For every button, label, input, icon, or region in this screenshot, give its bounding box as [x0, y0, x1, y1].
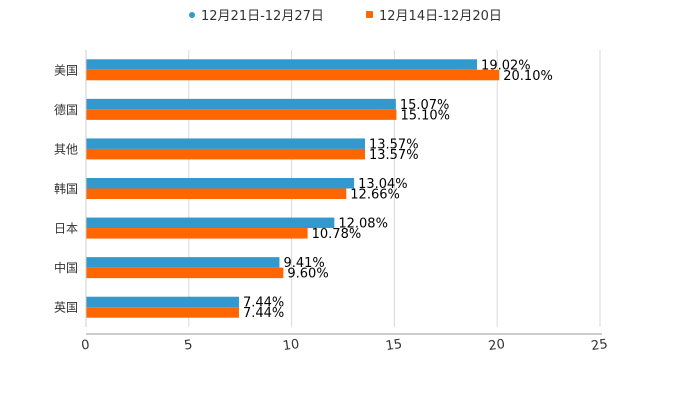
legend-label-series-2: 12月14日-12月20日 — [379, 9, 502, 24]
legend-marker-series-1 — [189, 11, 195, 18]
data-labels: 19.02%20.10% 15.07%15.10% 13.57%13.57% 13.0… — [243, 58, 553, 321]
data-label-1-7: 7.44% — [243, 296, 284, 311]
bar-2-5 — [86, 228, 308, 239]
y-tick-label-4: 韩国 — [54, 181, 78, 196]
data-label-1-1: 19.02% — [481, 58, 531, 73]
bar-1-3 — [86, 138, 365, 149]
legend-item-series-1[interactable]: 12月21日-12月27日 — [189, 5, 324, 24]
data-label-1-6: 9.41% — [283, 256, 324, 271]
data-label-2-6: 9.60% — [287, 267, 328, 282]
data-label-1-3: 13.57% — [369, 137, 419, 152]
bar-1-5 — [86, 217, 335, 229]
data-label-1-4: 13.04% — [358, 177, 408, 192]
x-tick-label-25: 25 — [590, 337, 608, 354]
bar-2-1 — [86, 69, 500, 81]
bar-2-3 — [86, 148, 365, 160]
bar-1-2 — [86, 98, 396, 110]
legend: 12月21日-12月27日 12月14日-12月20日 — [0, 5, 700, 24]
bar-2-2 — [86, 109, 397, 120]
bar-1-7 — [86, 296, 239, 308]
bars — [86, 59, 500, 318]
data-label-2-1: 20.10% — [503, 69, 553, 84]
legend-marker-series-2 — [366, 11, 373, 18]
legend-label-series-1: 12月21日-12月27日 — [201, 9, 324, 24]
y-tick-label-6: 中国 — [54, 260, 78, 275]
bar-1-1 — [86, 59, 478, 70]
bar-2-6 — [86, 267, 284, 279]
bar-1-4 — [86, 178, 355, 189]
bar-2-4 — [86, 188, 347, 199]
y-tick-label-7: 英国 — [54, 301, 78, 315]
data-label-1-2: 15.07% — [400, 98, 450, 113]
y-tick-label-1: 美国 — [54, 63, 78, 77]
x-tick-label-5: 5 — [183, 338, 193, 354]
data-label-2-7: 7.44% — [243, 306, 284, 321]
data-label-2-5: 10.78% — [312, 227, 362, 242]
y-tick-label-5: 日本 — [54, 222, 78, 236]
bar-1-6 — [86, 257, 280, 268]
bar-2-7 — [86, 307, 239, 318]
x-axis: 0 5 10 15 20 25 — [80, 333, 609, 354]
data-label-1-5: 12.08% — [338, 217, 388, 232]
x-tick-label-0: 0 — [80, 338, 90, 354]
x-tick-label-20: 20 — [487, 337, 505, 354]
y-tick-label-2: 德国 — [54, 102, 78, 117]
data-label-2-4: 12.66% — [350, 188, 400, 203]
data-label-2-2: 15.10% — [400, 108, 450, 123]
y-tick-label-3: 其他 — [54, 142, 78, 156]
data-label-2-3: 13.57% — [369, 148, 419, 163]
x-tick-label-10: 10 — [282, 337, 300, 354]
x-tick-label-15: 15 — [385, 337, 403, 354]
legend-item-series-2[interactable]: 12月14日-12月20日 — [366, 5, 502, 24]
